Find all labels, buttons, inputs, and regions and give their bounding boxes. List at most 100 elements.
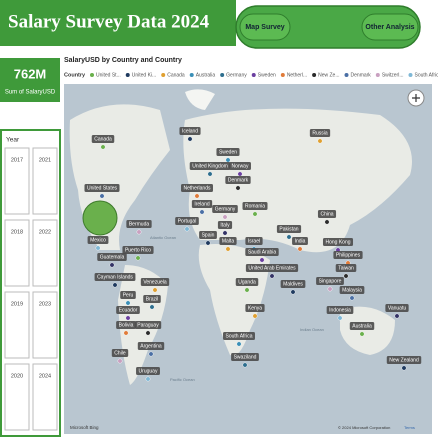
nav-button[interactable] — [239, 13, 291, 41]
country-label-box — [191, 200, 213, 208]
country-dot — [252, 211, 258, 217]
legend-dot — [312, 73, 317, 77]
year-tile[interactable] — [32, 291, 58, 359]
country-label: Taiwan — [338, 266, 354, 272]
country-label: Iceland — [182, 129, 198, 135]
year-label[interactable]: 2024 — [39, 373, 51, 379]
country-label: United Kingdom — [192, 164, 228, 170]
country-dot — [145, 376, 151, 382]
country-label-box — [84, 184, 120, 192]
country-label-box — [231, 353, 259, 361]
country-label-box — [326, 306, 354, 314]
country-label: Israel — [248, 239, 260, 245]
country-label: Uruguay — [139, 369, 158, 375]
country-dot — [252, 313, 258, 319]
country-label: India — [295, 239, 306, 245]
ocean-label: Indian Ocean — [300, 327, 324, 332]
year-tile[interactable] — [4, 363, 30, 431]
country-label: Swaziland — [234, 355, 257, 361]
country-label-box — [87, 236, 109, 244]
country-label-box — [216, 148, 240, 156]
zoom-icon[interactable] — [412, 94, 420, 102]
ocean-label: Pacific Ocean — [170, 377, 195, 382]
year-label[interactable]: 2023 — [39, 301, 51, 307]
country-dot — [125, 300, 131, 306]
country-label-box — [181, 184, 213, 192]
country-label: Hong Kong — [325, 240, 350, 246]
country-label: United Arab Emirates — [248, 266, 296, 272]
country-label-box — [229, 162, 251, 170]
year-label[interactable]: 2017 — [11, 157, 23, 163]
country-dot — [290, 289, 296, 295]
country-label-box — [126, 220, 152, 228]
nav-button[interactable] — [361, 13, 419, 41]
country-label-box — [339, 286, 365, 294]
country-label-box — [116, 321, 136, 329]
year-tile[interactable] — [4, 147, 30, 215]
nav-button-label[interactable]: Other Analysis — [365, 24, 414, 31]
country-label: Bermuda — [129, 222, 150, 228]
legend-label: Australia — [196, 72, 216, 78]
legend-dot — [280, 73, 285, 77]
country-dot — [359, 331, 365, 337]
country-label: Portugal — [178, 219, 197, 225]
year-label[interactable]: 2021 — [39, 157, 51, 163]
country-label-box — [134, 321, 162, 329]
legend-label: Sweden — [258, 72, 276, 78]
country-label: Puerto Rico — [125, 248, 151, 254]
country-label: Vanuatu — [388, 306, 406, 312]
country-label-box — [136, 367, 160, 375]
country-dot — [401, 365, 407, 371]
country-label-box — [97, 253, 127, 261]
year-tile[interactable] — [4, 291, 30, 359]
legend-dot — [189, 73, 194, 77]
country-label-box — [111, 349, 129, 357]
map-terms[interactable]: Terms — [404, 425, 415, 430]
country-label: Italy — [220, 223, 230, 229]
year-label[interactable]: 2020 — [11, 373, 23, 379]
country-label-box — [245, 237, 263, 245]
country-dot — [207, 171, 213, 177]
country-dot — [317, 138, 323, 144]
country-dot — [152, 287, 158, 293]
year-label[interactable]: 2019 — [11, 301, 23, 307]
country-label: Saudi Arabia — [248, 250, 277, 256]
country-label-box — [199, 231, 217, 239]
year-tile[interactable] — [32, 363, 58, 431]
year-label[interactable]: 2022 — [39, 229, 51, 235]
country-dot — [225, 157, 231, 163]
country-label: Philippines — [336, 253, 361, 259]
country-label: Russia — [312, 131, 328, 137]
header-title: Salary Survey Data 2024 — [8, 11, 210, 32]
country-label-box — [385, 304, 409, 312]
country-dot — [125, 315, 131, 321]
year-tile[interactable] — [4, 219, 30, 287]
country-label-box — [316, 277, 344, 285]
country-label: Uganda — [238, 280, 256, 286]
country-dot — [194, 193, 200, 199]
land — [183, 108, 412, 253]
country-dot — [237, 171, 243, 177]
nav-button-label[interactable]: Map Survey — [245, 24, 284, 31]
country-dot — [187, 136, 193, 142]
country-label-box — [245, 264, 299, 272]
year-tile[interactable] — [32, 219, 58, 287]
country-label-box — [143, 295, 161, 303]
map-attribution: Microsoft Bing — [70, 425, 99, 430]
country-dot — [145, 330, 151, 336]
country-label: Australia — [352, 324, 372, 330]
country-label: Netherlands — [184, 186, 211, 192]
year-label[interactable]: 2018 — [11, 229, 23, 235]
country-label: Pakistan — [279, 227, 298, 233]
legend-label: New Ze... — [318, 72, 339, 78]
country-dot — [136, 229, 142, 235]
country-label: Argentina — [140, 344, 162, 350]
legend-dot — [161, 73, 166, 77]
country-dot — [286, 234, 292, 240]
country-dot — [349, 295, 355, 301]
legend-label: South Africa — [414, 72, 438, 78]
country-label: Spain — [202, 233, 215, 239]
legend-dot — [125, 73, 130, 77]
country-label-box — [120, 291, 136, 299]
year-tile[interactable] — [32, 147, 58, 215]
